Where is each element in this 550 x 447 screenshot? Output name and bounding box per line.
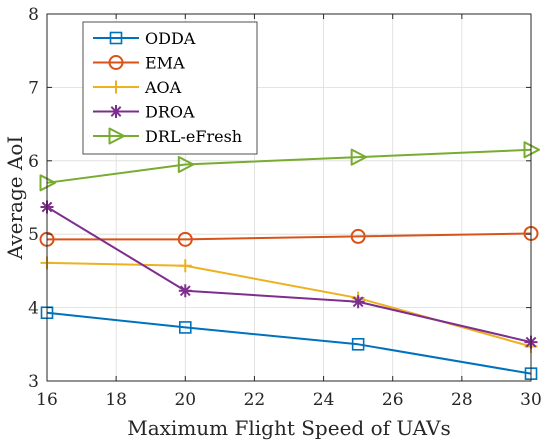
legend-item-ema: EMA [93, 54, 185, 73]
legend-marker-odda [109, 31, 123, 45]
data-point-odda [178, 321, 192, 334]
x-tick-label: 18 [105, 390, 127, 410]
y-axis-label: Average AoI [3, 136, 27, 261]
legend-label-drl-efresh: DRL-eFresh [145, 127, 242, 146]
series-group [39, 141, 540, 380]
legend-item-droa: DROA [93, 103, 195, 122]
y-tick-label: 7 [28, 78, 39, 98]
series-line-ema [47, 232, 532, 241]
axis-ticks: 16 18 20 22 24 26 28 30 3 4 5 6 7 8 [28, 5, 542, 410]
x-tick-label: 24 [313, 390, 335, 410]
x-tick-label: 28 [451, 390, 473, 410]
data-point-ema [177, 231, 193, 247]
series-line-odda [46, 311, 532, 375]
y-tick-label: 6 [28, 152, 39, 172]
legend-item-aoa: AOA [93, 78, 182, 97]
legend-label-droa: DROA [145, 103, 195, 122]
legend-label-aoa: AOA [144, 78, 182, 97]
axes-box [46, 13, 532, 382]
data-point-drl-efresh [39, 174, 56, 192]
series-drl-efresh [39, 141, 540, 192]
x-tick-label: 22 [244, 390, 266, 410]
data-point-drl-efresh [523, 141, 540, 159]
legend-label-odda: ODDA [145, 29, 196, 48]
x-axis-label: Maximum Flight Speed of UAVs [127, 416, 451, 440]
series-ema [39, 225, 539, 247]
x-tick-label: 20 [174, 390, 196, 410]
data-point-odda [351, 337, 365, 351]
legend-marker-aoa [109, 80, 123, 94]
legend: ODDA EMA AOA DROA DRL-eFresh [82, 21, 258, 155]
series-line-drl-efresh [46, 148, 532, 184]
legend-item-drl-efresh: DRL-eFresh [93, 127, 242, 146]
series-droa [40, 200, 538, 349]
series-line-droa [46, 206, 532, 344]
y-tick-label: 5 [28, 225, 39, 245]
legend-label-ema: EMA [145, 54, 185, 73]
data-point-drl-efresh [350, 148, 368, 166]
data-point-droa [351, 295, 365, 309]
legend-marker-droa [109, 105, 123, 118]
x-tick-label: 30 [520, 390, 542, 410]
y-tick-label: 8 [28, 5, 39, 25]
data-point-ema [350, 228, 366, 244]
x-tick-label: 16 [36, 390, 58, 410]
legend-marker-ema [108, 55, 124, 70]
y-tick-label: 4 [28, 299, 39, 319]
data-point-droa [178, 284, 192, 298]
data-point-drl-efresh [177, 155, 195, 173]
series-line-aoa [46, 261, 532, 348]
y-tick-label: 3 [28, 372, 39, 392]
x-tick-label: 26 [382, 390, 404, 410]
legend-item-odda: ODDA [93, 29, 196, 48]
legend-marker-drl-efresh [108, 127, 125, 145]
data-point-aoa [178, 259, 192, 273]
